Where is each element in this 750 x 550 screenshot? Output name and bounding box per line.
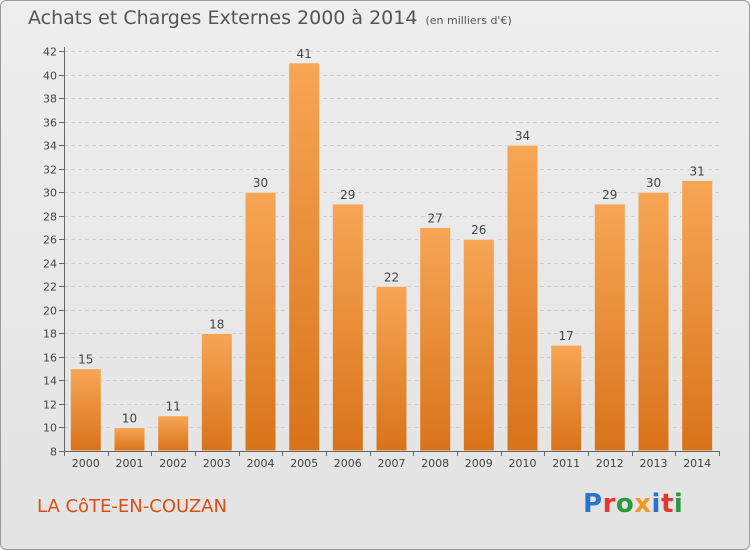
logo-letter: P: [583, 489, 603, 519]
x-tick-label: 2001: [116, 457, 144, 470]
x-tick-label: 2009: [465, 457, 493, 470]
x-tick-label: 2013: [640, 457, 668, 470]
y-tick-label: 26: [43, 234, 57, 247]
value-label: 41: [297, 47, 312, 61]
y-tick-label: 10: [43, 422, 57, 435]
y-tick-label: 14: [43, 375, 57, 388]
y-tick-label: 28: [43, 211, 57, 224]
x-tick-label: 2004: [247, 457, 275, 470]
bar: [462, 238, 495, 452]
value-label: 27: [428, 212, 443, 226]
axes: [59, 47, 720, 456]
chart-title: Achats et Charges Externes 2000 à 2014 (e…: [28, 7, 512, 29]
value-label: 10: [122, 412, 137, 426]
value-label: 22: [384, 270, 399, 284]
bar: [288, 62, 321, 452]
value-label: 29: [340, 188, 355, 202]
x-tick-label: 2010: [509, 457, 537, 470]
x-tick-label: 2008: [421, 457, 449, 470]
value-label: 30: [253, 176, 268, 190]
value-label: 29: [602, 188, 617, 202]
unit-note: (en milliers d'€): [425, 14, 512, 27]
value-label: 26: [471, 223, 486, 237]
y-tick-label: 38: [43, 93, 57, 106]
x-tick-label: 2002: [159, 457, 187, 470]
y-tick-label: 16: [43, 352, 57, 365]
y-tick-label: 20: [43, 305, 57, 318]
logo-letter: o: [615, 489, 635, 519]
y-tick-label: 12: [43, 399, 57, 412]
y-tick-label: 8: [50, 446, 57, 459]
value-label: 34: [515, 129, 530, 143]
bar: [593, 203, 626, 452]
proxiti-logo[interactable]: Proxiti: [583, 489, 683, 519]
x-tick-label: 2000: [72, 457, 100, 470]
bar: [550, 344, 583, 452]
y-tick-label: 42: [43, 46, 57, 59]
bar: [375, 285, 408, 452]
y-tick-label: 36: [43, 117, 57, 130]
value-label: 18: [209, 317, 224, 331]
y-tick-label: 30: [43, 187, 57, 200]
x-tick-label: 2007: [378, 457, 406, 470]
x-tick-label: 2005: [290, 457, 318, 470]
labels: 8 10 12 14 16 18 20 22 24 26 28 30 32 34 36 38 40 42 15 200…: [43, 46, 711, 471]
bar: [157, 415, 190, 452]
y-tick-label: 18: [43, 328, 57, 341]
place-name: LA CôTE-EN-COUZAN: [37, 496, 227, 517]
x-tick-label: 2012: [596, 457, 624, 470]
y-tick-label: 34: [43, 140, 57, 153]
bar: [681, 179, 714, 452]
y-tick-label: 22: [43, 281, 57, 294]
value-label: 15: [78, 353, 93, 367]
value-label: 11: [166, 400, 181, 414]
value-label: 30: [646, 176, 661, 190]
bar: [69, 368, 102, 452]
logo-letter: x: [634, 489, 652, 519]
logo-letter: t: [660, 489, 674, 519]
bar: [244, 191, 277, 452]
bar: [637, 191, 670, 452]
bar: [200, 332, 233, 452]
y-tick-label: 40: [43, 70, 57, 83]
bars: [69, 62, 714, 452]
y-tick-label: 32: [43, 164, 57, 177]
bar: [331, 203, 364, 452]
title-text: Achats et Charges Externes 2000 à 2014: [28, 7, 418, 29]
bar: [506, 144, 539, 452]
x-tick-label: 2003: [203, 457, 231, 470]
x-tick-label: 2014: [683, 457, 711, 470]
value-label: 17: [559, 329, 574, 343]
y-tick-label: 24: [43, 258, 57, 271]
bar: [419, 227, 452, 452]
bar: [113, 427, 146, 452]
logo-letter: r: [602, 489, 616, 519]
x-tick-label: 2006: [334, 457, 362, 470]
logo-letter: i: [651, 489, 661, 519]
value-label: 31: [690, 164, 705, 178]
x-tick-label: 2011: [552, 457, 580, 470]
logo-letter: i: [673, 489, 684, 519]
